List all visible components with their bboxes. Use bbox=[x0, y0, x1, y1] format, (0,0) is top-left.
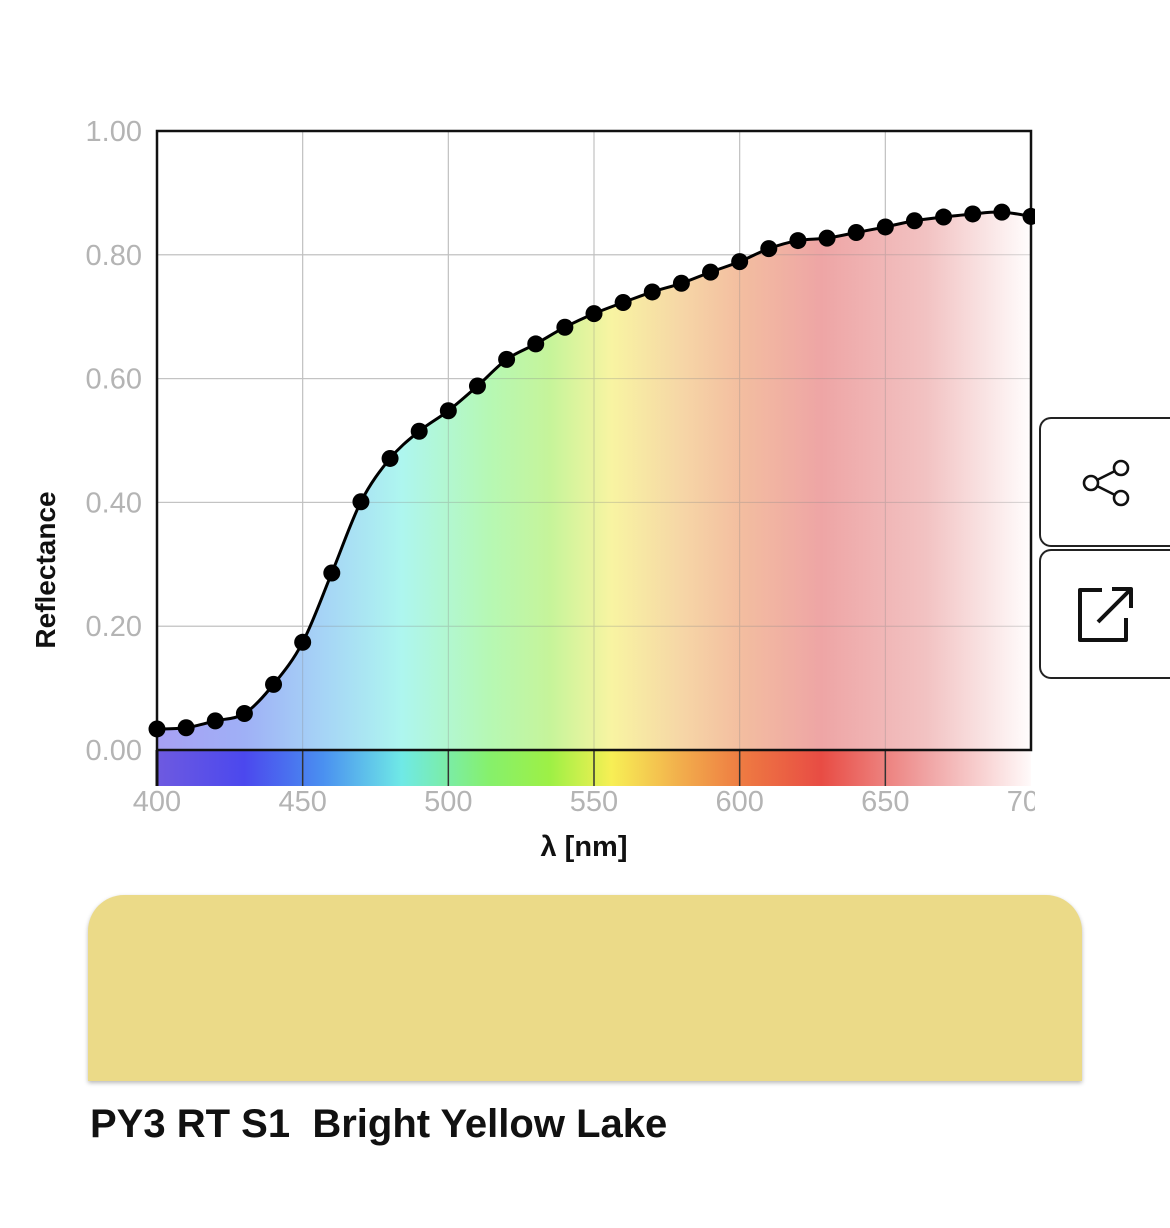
data-point bbox=[614, 293, 632, 311]
data-point bbox=[643, 283, 661, 301]
data-point bbox=[731, 253, 749, 271]
data-point bbox=[905, 212, 923, 230]
data-point bbox=[410, 422, 428, 440]
y-tick-label: 0.40 bbox=[86, 487, 142, 519]
data-point bbox=[876, 218, 894, 236]
data-point bbox=[789, 232, 807, 250]
open-external-button[interactable] bbox=[1039, 549, 1170, 679]
pigment-title: PY3 RT S1 Bright Yellow Lake bbox=[90, 1102, 667, 1147]
data-point bbox=[760, 240, 778, 258]
data-point bbox=[148, 720, 166, 738]
y-tick-labels: 0.00 0.20 0.40 0.60 0.80 1.00 bbox=[86, 116, 142, 767]
data-point bbox=[527, 335, 545, 353]
data-point bbox=[585, 305, 603, 323]
x-tick-label: 550 bbox=[570, 786, 618, 818]
x-tick-label: 600 bbox=[715, 786, 763, 818]
y-axis-label: Reflectance bbox=[30, 491, 61, 648]
data-point bbox=[177, 719, 195, 737]
x-tick-label: 700 bbox=[1007, 786, 1035, 818]
data-point bbox=[468, 377, 486, 395]
data-point bbox=[381, 449, 399, 467]
band-tick-marks bbox=[155, 750, 887, 786]
data-point bbox=[439, 402, 457, 420]
x-tick-label: 500 bbox=[424, 786, 472, 818]
data-point bbox=[672, 274, 690, 292]
data-point bbox=[265, 675, 283, 693]
external-link-icon bbox=[1077, 587, 1133, 642]
share-button[interactable] bbox=[1039, 417, 1170, 547]
title-spacer bbox=[290, 1102, 312, 1146]
data-point bbox=[235, 704, 253, 722]
data-point bbox=[993, 203, 1011, 221]
y-tick-label: 0.20 bbox=[86, 611, 142, 643]
data-point bbox=[556, 318, 574, 336]
y-tick-label: 1.00 bbox=[86, 116, 142, 148]
data-point bbox=[847, 224, 865, 242]
x-axis-label: λ [nm] bbox=[541, 831, 628, 863]
data-point bbox=[818, 229, 836, 247]
data-point bbox=[935, 208, 953, 226]
x-tick-label: 450 bbox=[278, 786, 326, 818]
color-swatch bbox=[88, 895, 1082, 1081]
data-point bbox=[294, 633, 312, 651]
pigment-name: Bright Yellow Lake bbox=[312, 1102, 668, 1146]
data-points bbox=[148, 203, 1035, 738]
y-tick-label: 0.00 bbox=[86, 735, 142, 767]
data-point bbox=[964, 205, 982, 223]
y-tick-label: 0.60 bbox=[86, 364, 142, 396]
data-point bbox=[352, 493, 370, 511]
x-tick-label: 400 bbox=[133, 786, 181, 818]
reflectance-chart: 0.00 0.20 0.40 0.60 0.80 1.00 400 450 500 550 600… bbox=[30, 116, 1035, 863]
plot-frame bbox=[155, 129, 1033, 752]
data-point bbox=[1022, 207, 1035, 225]
data-point bbox=[323, 564, 341, 582]
data-point bbox=[498, 350, 516, 368]
y-tick-label: 0.80 bbox=[86, 240, 142, 272]
pigment-code: PY3 RT S1 bbox=[90, 1102, 291, 1146]
data-point bbox=[206, 712, 224, 730]
x-tick-labels: 400 450 500 550 600 650 700 bbox=[133, 786, 1035, 818]
x-tick-label: 650 bbox=[861, 786, 909, 818]
spectrum-area-fill bbox=[157, 212, 1031, 751]
data-point bbox=[702, 263, 720, 281]
share-icon bbox=[1082, 459, 1129, 507]
